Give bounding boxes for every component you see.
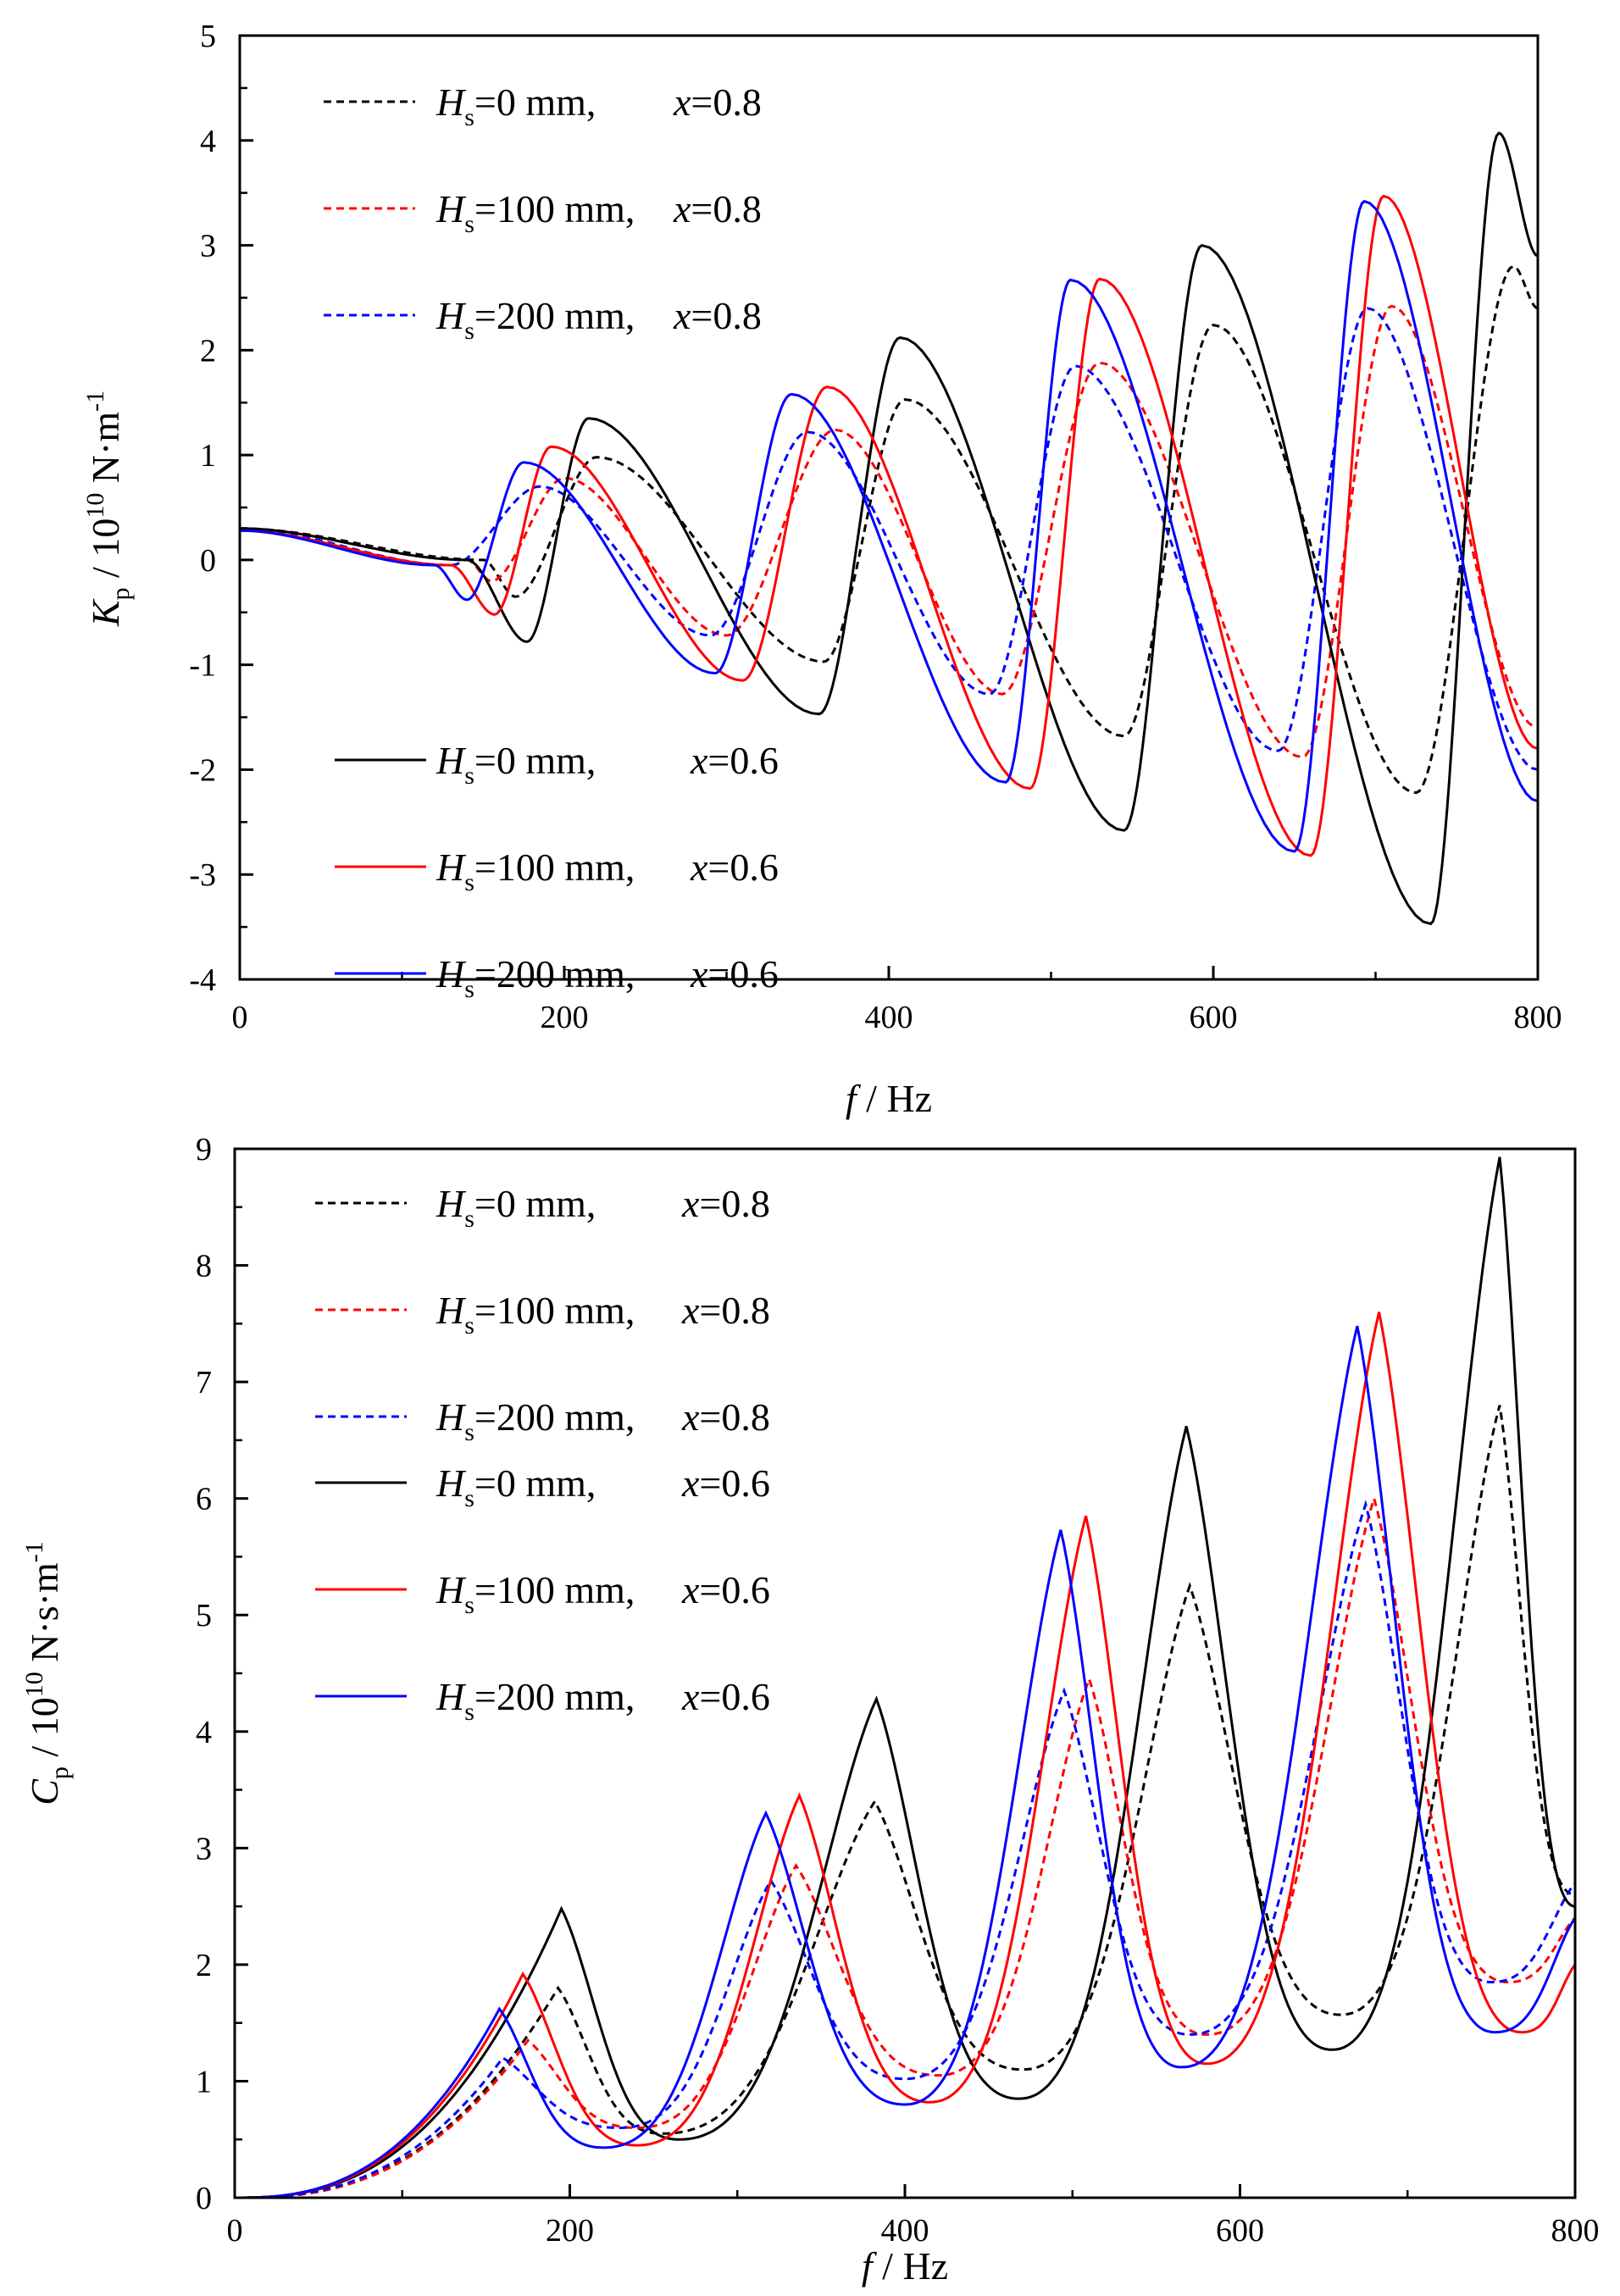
- bottom-y-tick-label: 9: [196, 1132, 212, 1167]
- top-axis-labels: f / Hz Kp / 1010 N·m-1: [81, 391, 932, 1120]
- top-series-layer: [240, 131, 1538, 926]
- bottom-x-tick-label: 0: [227, 2213, 243, 2249]
- top-legend-label-1: Hs=0 mm, x=0.8: [436, 80, 762, 131]
- bottom-axis-labels: f / Hz Cp / 1010 N·s·m-1: [20, 1541, 948, 2288]
- top-y-tick-label: -4: [189, 962, 216, 998]
- bottom-legend-label-3: Hs=200 mm, x=0.8: [436, 1395, 770, 1446]
- top-y-tick-label: 0: [200, 543, 216, 579]
- top-series-2-line: [240, 304, 1538, 759]
- top-legend-label-5: Hs=100 mm, x=0.6: [436, 846, 779, 896]
- bottom-y-tick-label: 5: [196, 1598, 212, 1633]
- top-legend-label-4: Hs=0 mm, x=0.6: [436, 739, 779, 790]
- top-y-tick-label: -1: [189, 648, 216, 684]
- top-series-4-line: [240, 131, 1538, 926]
- top-series-1-line: [240, 264, 1538, 795]
- top-y-tick-label: 2: [200, 333, 216, 369]
- bottom-x-tick-label: 200: [546, 2213, 594, 2249]
- bottom-legend-label-4: Hs=0 mm, x=0.6: [436, 1461, 770, 1512]
- top-y-tick-label: -2: [189, 752, 216, 788]
- bottom-y-tick-label: 6: [196, 1482, 212, 1517]
- bottom-series-layer: [235, 1156, 1575, 2198]
- bottom-x-tick-label: 600: [1216, 2213, 1264, 2249]
- bottom-ticks-layer: 0 200 400 600 800 0 1 2 3 4 5 6 7 8 9: [196, 1132, 1600, 2249]
- bottom-y-axis-title: Cp / 1010 N·s·m-1: [20, 1541, 74, 1805]
- top-legend-label-2: Hs=100 mm, x=0.8: [436, 187, 762, 238]
- bottom-y-tick-label: 1: [196, 2064, 212, 2099]
- bottom-y-tick-label: 4: [196, 1715, 212, 1750]
- bottom-series-3-line: [235, 1500, 1575, 2198]
- bottom-series-1-line: [235, 1405, 1575, 2198]
- top-series-5-line: [240, 194, 1538, 857]
- top-y-tick-label: 5: [200, 19, 216, 54]
- bottom-legend-label-6: Hs=200 mm, x=0.6: [436, 1675, 770, 1726]
- bottom-series-6-line: [235, 1325, 1575, 2198]
- bottom-legend-label-5: Hs=100 mm, x=0.6: [436, 1568, 770, 1619]
- top-y-axis-title: Kp / 1010 N·m-1: [81, 391, 135, 627]
- top-legend-label-3: Hs=200 mm, x=0.8: [436, 294, 762, 345]
- bottom-legend-label-1: Hs=0 mm, x=0.8: [436, 1182, 770, 1233]
- top-x-tick-label: 600: [1190, 1000, 1238, 1035]
- top-x-tick-label: 200: [541, 1000, 589, 1035]
- bottom-x-tick-label: 800: [1551, 2213, 1600, 2249]
- bottom-y-tick-label: 2: [196, 1948, 212, 1983]
- bottom-legend-label-2: Hs=100 mm, x=0.8: [436, 1289, 770, 1339]
- top-legend-label-6: Hs=200 mm, x=0.6: [436, 952, 779, 1003]
- bottom-y-tick-label: 3: [196, 1831, 212, 1866]
- bottom-x-tick-label: 400: [881, 2213, 929, 2249]
- top-series-6-line: [240, 199, 1538, 853]
- top-y-tick-label: -3: [189, 857, 216, 893]
- bottom-series-4-line: [235, 1156, 1575, 2198]
- top-ticks-layer: 0 200 400 600 800 -4 -3 -2 -1 0 1 2 3 4 5: [189, 19, 1562, 1035]
- top-y-tick-label: 3: [200, 229, 216, 264]
- bottom-legend-layer: Hs=0 mm, x=0.8 Hs=100 mm, x=0.8 Hs=200 mm, x=…: [315, 1182, 770, 1726]
- chart-top-panel: 0 200 400 600 800 -4 -3 -2 -1 0 1 2 3 4 5 Hs=0 mm, x=0.…: [81, 19, 1562, 1120]
- top-x-tick-label: 400: [865, 1000, 913, 1035]
- bottom-y-tick-label: 8: [196, 1249, 212, 1284]
- top-y-tick-label: 1: [200, 438, 216, 474]
- bottom-x-axis-title: f / Hz: [862, 2244, 948, 2288]
- top-legend-layer: Hs=0 mm, x=0.8 Hs=100 mm, x=0.8 Hs=200 mm, x=…: [324, 80, 779, 1003]
- bottom-y-tick-label: 7: [196, 1365, 212, 1400]
- top-x-tick-label: 0: [232, 1000, 248, 1035]
- top-x-axis-title: f / Hz: [846, 1077, 932, 1120]
- top-y-tick-label: 4: [200, 124, 216, 159]
- top-series-3-line: [240, 307, 1538, 771]
- top-x-tick-label: 800: [1514, 1000, 1562, 1035]
- bottom-y-tick-label: 0: [196, 2181, 212, 2216]
- bottom-series-5-line: [235, 1312, 1575, 2198]
